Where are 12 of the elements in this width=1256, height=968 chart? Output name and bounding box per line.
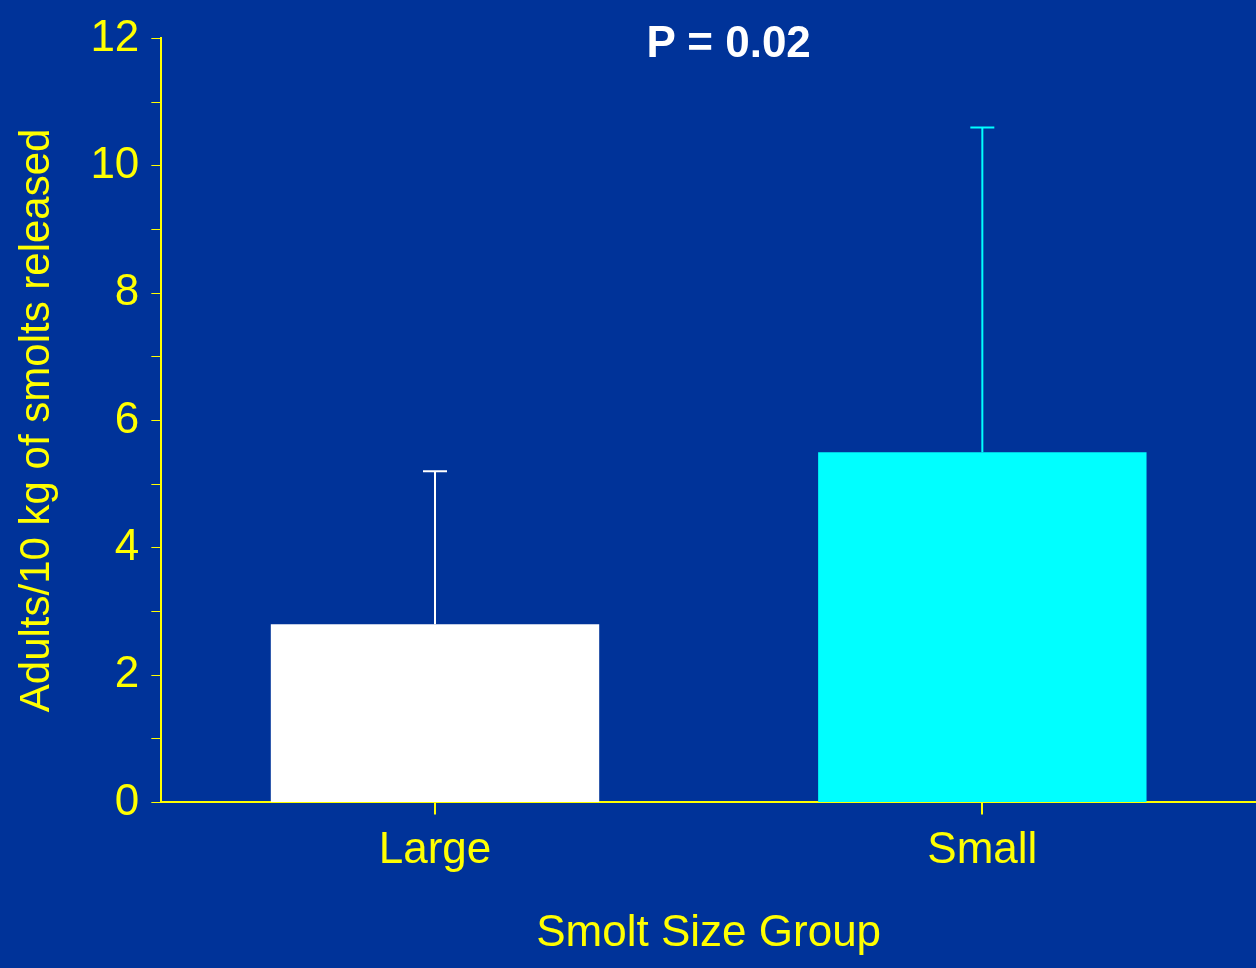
y-axis-title: Adults/10 kg of smolts released — [10, 128, 58, 713]
y-tick-label: 8 — [114, 265, 140, 315]
y-tick-label: 10 — [90, 137, 140, 187]
annotation: P = 0.02 — [646, 16, 811, 66]
y-tick-label: 6 — [114, 392, 140, 442]
y-tick-label: 4 — [114, 519, 140, 569]
x-tick-label: Small — [927, 822, 1038, 872]
y-tick-label: 2 — [114, 647, 140, 697]
x-axis-title: Smolt Size Group — [536, 905, 882, 955]
y-tick-label: 0 — [114, 774, 140, 824]
y-tick-label: 12 — [90, 10, 140, 60]
x-tick-label: Large — [378, 822, 492, 872]
